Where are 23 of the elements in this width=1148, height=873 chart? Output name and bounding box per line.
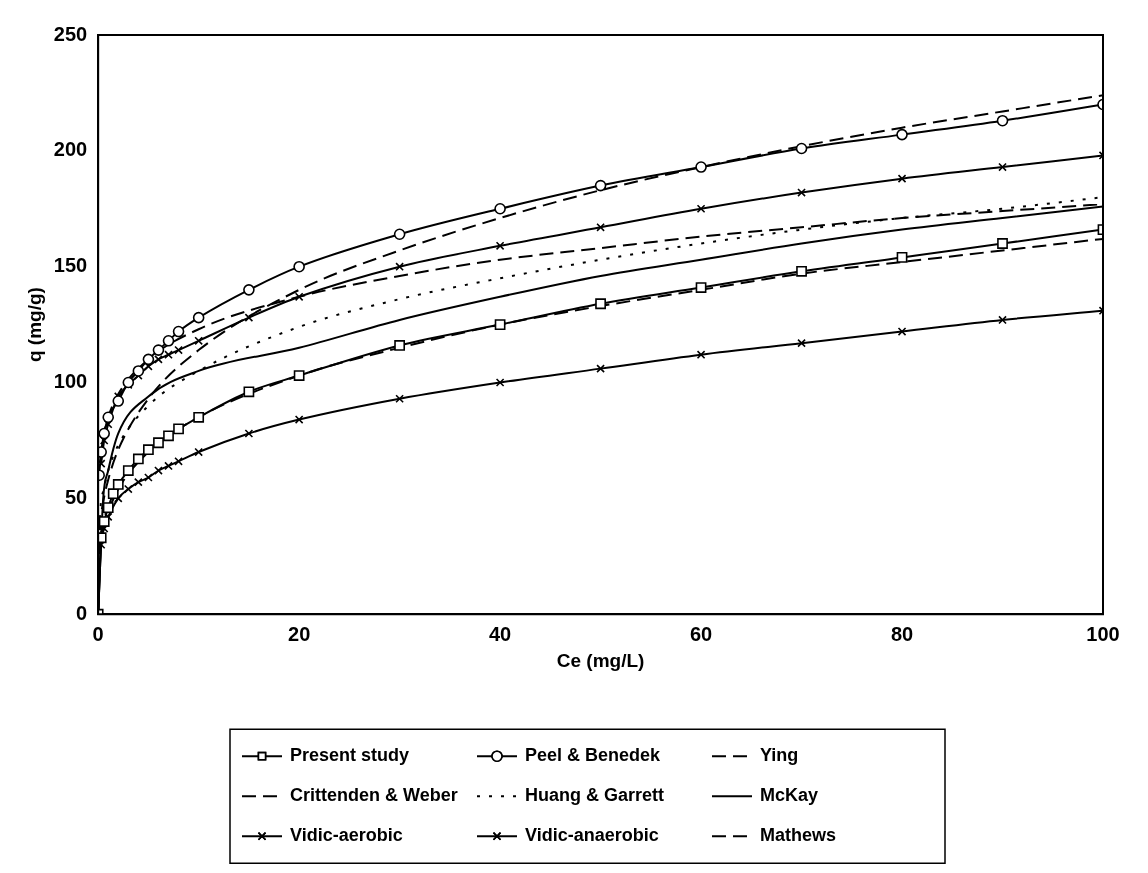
y-tick-label: 0 [76, 601, 88, 624]
y-tick-label: 50 [64, 485, 88, 508]
x-tick-label: 20 [288, 622, 311, 645]
legend-label: Ying [760, 745, 799, 766]
x-tick-label: 80 [890, 622, 914, 645]
legend-label: Vidic-aerobic [290, 825, 403, 846]
y-tick-label: 200 [53, 138, 88, 161]
x-tick-label: 40 [488, 622, 512, 645]
x-tick-label: 100 [1086, 622, 1120, 645]
legend-label: Present study [290, 745, 410, 766]
legend-label: Crittenden & Weber [290, 785, 458, 806]
legend-label: McKay [760, 785, 819, 806]
legend-label: Peel & Benedek [525, 745, 662, 766]
legend-label: Huang & Garrett [525, 785, 665, 806]
legend-label: Vidic-anaerobic [525, 825, 659, 846]
y-tick-label: 150 [53, 254, 88, 277]
y-tick-label: 250 [53, 22, 88, 45]
y-tick-label: 100 [53, 370, 88, 393]
x-tick-label: 0 [92, 622, 104, 645]
y-axis-title: q (mg/g) [23, 287, 45, 363]
x-tick-label: 60 [689, 622, 713, 645]
x-axis-title: Ce (mg/L) [556, 649, 645, 671]
legend-label: Mathews [760, 825, 837, 846]
